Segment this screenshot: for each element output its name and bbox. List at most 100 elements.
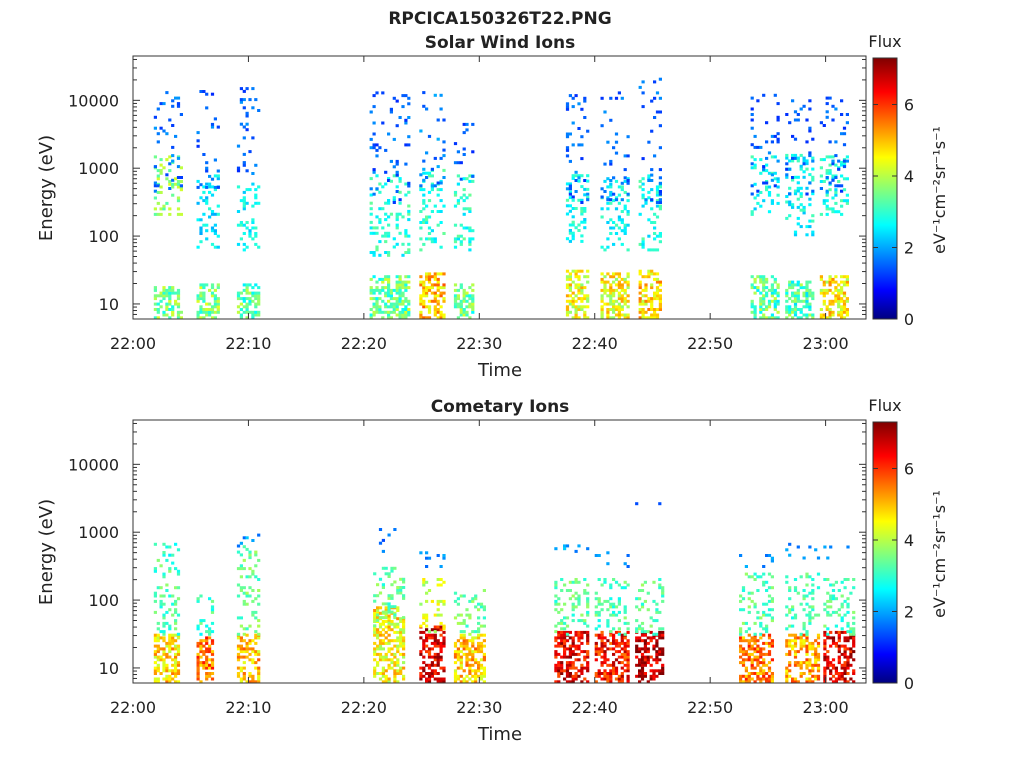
- heatmap-cell: [577, 594, 581, 598]
- heatmap-cell: [739, 630, 743, 634]
- heatmap-cell: [199, 663, 203, 667]
- heatmap-cell: [205, 639, 209, 643]
- heatmap-cell: [834, 154, 838, 158]
- heatmap-cell: [840, 316, 844, 320]
- heatmap-cell: [378, 655, 383, 659]
- heatmap-cell: [770, 140, 774, 144]
- heatmap-cell: [442, 118, 446, 122]
- heatmap-cell: [845, 277, 849, 281]
- heatmap-cell: [395, 313, 399, 317]
- heatmap-cell: [840, 113, 844, 116]
- heatmap-cell: [811, 156, 815, 160]
- heatmap-cell: [641, 242, 645, 246]
- heatmap-cell: [162, 551, 166, 554]
- heatmap-cell: [477, 644, 481, 648]
- heatmap-cell: [398, 231, 402, 235]
- heatmap-cell: [796, 181, 800, 185]
- heatmap-cell: [471, 658, 475, 662]
- heatmap-cell: [477, 633, 481, 637]
- heatmap-cell: [819, 212, 823, 216]
- heatmap-cell: [776, 310, 780, 314]
- heatmap-cell: [216, 308, 220, 311]
- heatmap-cell: [826, 578, 830, 581]
- heatmap-cell: [393, 566, 397, 570]
- heatmap-cell: [614, 672, 619, 675]
- heatmap-cell: [612, 652, 616, 656]
- heatmap-cell: [205, 308, 209, 311]
- heatmap-cell: [372, 132, 376, 136]
- heatmap-cell: [153, 569, 157, 573]
- heatmap-cell: [213, 316, 217, 320]
- heatmap-cell: [641, 245, 645, 249]
- heatmap-cell: [381, 316, 385, 320]
- heatmap-cell: [439, 641, 443, 645]
- heatmap-cell: [433, 633, 437, 637]
- heatmap-cell: [829, 583, 833, 587]
- heatmap-cell: [776, 159, 780, 163]
- heatmap-cell: [257, 313, 261, 317]
- heatmap-cell: [210, 294, 215, 298]
- heatmap-cell: [407, 242, 411, 246]
- heatmap-cell: [655, 674, 659, 678]
- heatmap-cell: [433, 308, 437, 311]
- heatmap-cell: [427, 308, 432, 311]
- heatmap-cell: [644, 310, 648, 314]
- heatmap-cell: [793, 644, 798, 648]
- heatmap-cell: [603, 190, 607, 193]
- heatmap-cell: [254, 633, 258, 637]
- heatmap-cell: [793, 633, 798, 637]
- heatmap-cell: [767, 680, 772, 684]
- heatmap-cell: [477, 663, 481, 667]
- heatmap-cell: [612, 308, 616, 311]
- heatmap-cell: [826, 655, 830, 659]
- heatmap-cell: [402, 586, 406, 589]
- heatmap-cell: [465, 177, 469, 181]
- heatmap-cell: [242, 647, 246, 651]
- heatmap-cell: [793, 294, 798, 298]
- heatmap-cell: [422, 193, 426, 197]
- heatmap-cell: [641, 177, 645, 181]
- heatmap-cell: [462, 644, 466, 648]
- heatmap-cell: [825, 207, 829, 211]
- heatmap-cell: [392, 288, 396, 292]
- heatmap-cell: [823, 666, 827, 670]
- heatmap-cell: [165, 291, 169, 295]
- heatmap-cell: [245, 536, 249, 540]
- heatmap-cell: [753, 163, 757, 167]
- heatmap-cell: [239, 564, 243, 568]
- heatmap-cell: [617, 630, 621, 634]
- heatmap-cell: [796, 280, 800, 284]
- heatmap-cell: [845, 283, 849, 287]
- heatmap-cell: [425, 305, 429, 309]
- heatmap-cell: [793, 189, 798, 193]
- heatmap-cell: [640, 605, 645, 609]
- heatmap-cell: [741, 608, 746, 612]
- heatmap-cell: [453, 672, 458, 675]
- heatmap-cell: [594, 613, 598, 617]
- heatmap-cell: [765, 163, 769, 167]
- heatmap-cell: [479, 650, 484, 654]
- heatmap-cell: [837, 636, 841, 640]
- heatmap-cell: [372, 302, 376, 306]
- heatmap-cell: [612, 221, 616, 224]
- heatmap-cell: [799, 575, 803, 579]
- heatmap-cell: [436, 658, 440, 662]
- heatmap-cell: [828, 313, 832, 317]
- heatmap-cell: [829, 636, 833, 640]
- heatmap-cell: [799, 636, 803, 640]
- heatmap-cell: [425, 275, 429, 279]
- heatmap-cell: [643, 630, 647, 634]
- heatmap-cell: [808, 219, 812, 223]
- heatmap-cell: [376, 630, 380, 634]
- heatmap-cell: [744, 639, 748, 643]
- heatmap-cell: [568, 283, 572, 287]
- heatmap-cell: [808, 197, 812, 201]
- heatmap-cell: [759, 655, 763, 659]
- heatmap-cell: [563, 655, 567, 659]
- heatmap-cell: [829, 605, 833, 609]
- heatmap-cell: [257, 297, 261, 301]
- heatmap-cell: [171, 288, 175, 292]
- heatmap-cell: [640, 672, 645, 675]
- heatmap-cell: [796, 118, 800, 122]
- heatmap-cell: [384, 614, 388, 618]
